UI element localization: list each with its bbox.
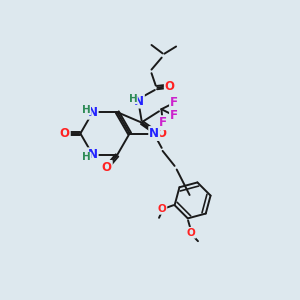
Text: N: N bbox=[134, 94, 144, 108]
Text: O: O bbox=[156, 127, 166, 140]
Text: O: O bbox=[186, 228, 195, 238]
Text: N: N bbox=[88, 148, 98, 161]
Text: N: N bbox=[149, 127, 159, 140]
Text: O: O bbox=[165, 80, 175, 93]
Text: H: H bbox=[82, 152, 91, 162]
Text: N: N bbox=[88, 106, 98, 119]
Text: O: O bbox=[60, 127, 70, 140]
Text: H: H bbox=[128, 94, 137, 104]
Text: F: F bbox=[170, 96, 178, 109]
Text: H: H bbox=[82, 105, 91, 115]
Text: F: F bbox=[159, 116, 167, 129]
Text: F: F bbox=[170, 109, 178, 122]
Text: O: O bbox=[158, 204, 167, 214]
Text: O: O bbox=[102, 161, 112, 174]
